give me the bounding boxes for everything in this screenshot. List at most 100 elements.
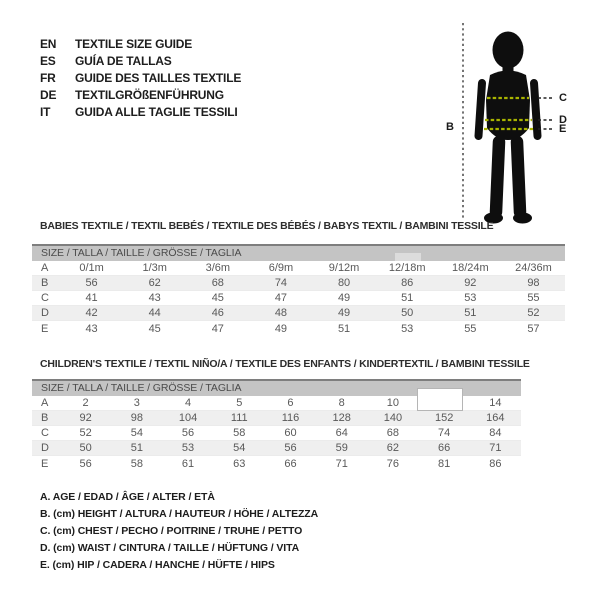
table-cell: 18/24m — [451, 262, 489, 274]
table-cell: 5 — [236, 397, 243, 409]
table-cell: 152 — [434, 412, 454, 424]
table-cell: 50 — [401, 307, 414, 319]
table-row-a: A 0/1m 1/3m 3/6m 6/9m 9/12m 12/18m 18/24m 24/36m — [32, 261, 565, 276]
table-row-b: B 56 62 68 74 80 86 92 98 — [32, 276, 565, 291]
table-cell: 74 — [274, 277, 288, 289]
table-cell: 45 — [211, 292, 224, 304]
children-section-title: CHILDREN'S TEXTILE / TEXTIL NIÑO/A / TEX… — [40, 358, 530, 370]
row-label: B — [41, 277, 49, 289]
table-cell: 92 — [79, 412, 92, 424]
legend-line-age: A. AGE / EDAD / ÂGE / ALTER / ETÀ — [40, 490, 215, 503]
table-cell: 61 — [181, 457, 195, 470]
selected-cell-highlight — [417, 388, 463, 411]
row-label: E — [41, 322, 49, 335]
babies-size-table: SIZE / TALLA / TAILLE / GRÖSSE / TAGLIA … — [32, 244, 565, 336]
table-cell: 66 — [438, 442, 451, 454]
table-cell: 56 — [79, 457, 92, 470]
table-cell: 140 — [383, 412, 403, 424]
table-row-d: D 50 51 53 54 56 59 62 66 71 — [32, 441, 521, 456]
table-cell: 49 — [274, 322, 288, 335]
table-cell: 43 — [85, 322, 98, 335]
table-cell: 51 — [464, 307, 477, 319]
table-cell: 49 — [337, 307, 351, 319]
table-row-d: D 42 44 46 48 49 50 51 52 — [32, 306, 565, 321]
row-label: C — [41, 427, 49, 439]
table-cell: 8 — [338, 397, 345, 409]
table-cell: 10 — [386, 397, 400, 409]
table-cell: 41 — [85, 292, 98, 304]
lang-line-es: ES GUÍA DE TALLAS — [40, 52, 241, 69]
legend-line-waist: D. (cm) WAIST / CINTURA / TAILLE / HÜFTU… — [40, 541, 300, 554]
table-cell: 3/6m — [205, 262, 231, 274]
table-cell: 53 — [464, 292, 477, 304]
legend-line-hip: E. (cm) HIP / CADERA / HANCHE / HÜFTE / … — [40, 558, 275, 571]
table-row-b: B 92 98 104 111 116 128 140 152 164 — [32, 411, 521, 426]
table-cell: 164 — [486, 412, 505, 424]
table-cell: 98 — [527, 277, 540, 289]
lang-code: EN — [40, 36, 57, 51]
table-cell: 48 — [274, 307, 288, 319]
table-cell: 128 — [332, 412, 351, 424]
table-cell: 53 — [401, 322, 414, 335]
table-cell: 42 — [85, 307, 98, 319]
table-cell: 49 — [337, 292, 351, 304]
table-cell: 51 — [401, 292, 414, 304]
table-cell: 46 — [211, 307, 224, 319]
table-cell: 54 — [130, 427, 143, 439]
table-cell: 56 — [181, 427, 195, 439]
table-cell: 84 — [489, 427, 502, 439]
table-cell: 68 — [211, 277, 224, 289]
table-cell: 6/9m — [268, 262, 294, 274]
row-label: D — [41, 307, 49, 319]
table-cell: 44 — [148, 307, 161, 319]
legs — [489, 135, 527, 219]
table-cell: 14 — [489, 397, 502, 409]
table-cell: 71 — [489, 442, 502, 454]
table-cell: 68 — [386, 427, 400, 439]
table-cell: 53 — [181, 442, 195, 454]
row-label: C — [41, 292, 49, 304]
table-cell: 64 — [335, 427, 348, 439]
table-cell: 81 — [438, 457, 451, 470]
table-cell: 62 — [386, 442, 400, 454]
lang-label: GUÍA DE TALLAS — [75, 53, 172, 68]
table-cell: 51 — [337, 322, 351, 335]
table-row-e: E 56 58 61 63 66 71 76 81 86 — [32, 456, 521, 471]
table-cell: 116 — [281, 412, 300, 424]
size-header-bar: SIZE / TALLA / TAILLE / GRÖSSE / TAGLIA — [32, 244, 565, 261]
figure-label-c: C — [559, 92, 567, 104]
legend-line-chest: C. (cm) CHEST / PECHO / POITRINE / TRUHE… — [40, 524, 303, 537]
body-measure-dashes — [484, 96, 533, 131]
table-cell: 47 — [211, 322, 224, 335]
lang-line-it: IT GUIDA ALLE TAGLIE TESSILI — [40, 103, 241, 120]
table-cell: 58 — [233, 427, 246, 439]
table-cell: 56 — [284, 442, 297, 454]
lang-code: ES — [40, 53, 56, 68]
table-cell: 2 — [82, 397, 89, 409]
lang-label: TEXTILGRÖßENFÜHRUNG — [75, 87, 224, 102]
table-cell: 12/18m — [388, 262, 426, 274]
table-cell: 0/1m — [79, 262, 104, 274]
table-cell: 66 — [284, 457, 297, 470]
table-cell: 24/36m — [515, 262, 552, 274]
row-label: D — [41, 442, 49, 454]
table-cell: 58 — [130, 457, 143, 470]
table-cell: 55 — [464, 322, 477, 335]
lang-line-fr: FR GUIDE DES TAILLES TEXTILE — [40, 69, 241, 86]
table-cell: 45 — [148, 322, 161, 335]
table-cell: 86 — [489, 457, 502, 470]
lang-code: FR — [40, 70, 56, 85]
table-cell: 47 — [274, 292, 288, 304]
lang-label: GUIDE DES TAILLES TEXTILE — [75, 70, 242, 85]
table-cell: 51 — [130, 442, 143, 454]
arms — [474, 79, 542, 140]
table-cell: 6 — [287, 397, 294, 409]
lang-label: GUIDA ALLE TAGLIE TESSILI — [75, 104, 238, 119]
language-title-list: EN TEXTILE SIZE GUIDE ES GUÍA DE TALLAS … — [40, 35, 241, 120]
row-label: A — [41, 397, 49, 409]
table-cell: 86 — [401, 277, 414, 289]
figure-label-d: D — [559, 114, 567, 126]
table-cell: 62 — [148, 277, 161, 289]
table-cell: 55 — [527, 292, 540, 304]
